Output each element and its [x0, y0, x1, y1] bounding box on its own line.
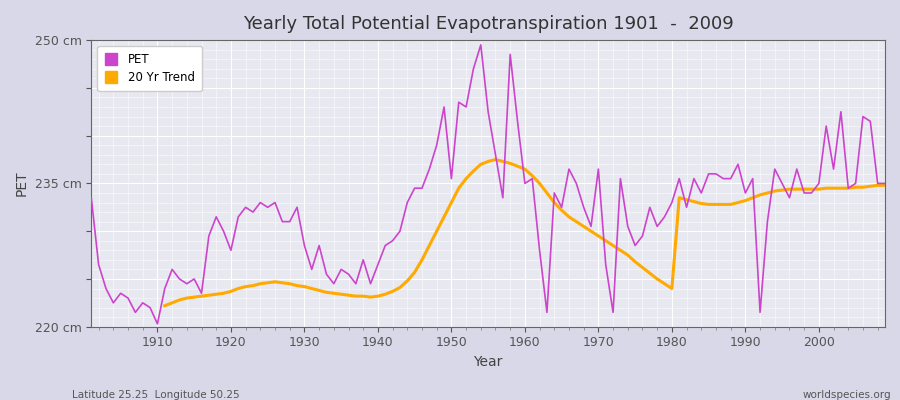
PET	[879, 181, 890, 186]
Line: PET: PET	[91, 45, 885, 324]
20 Yr Trend	[608, 243, 618, 248]
PET	[152, 322, 163, 326]
PET	[314, 243, 325, 248]
PET	[623, 224, 634, 229]
20 Yr Trend	[519, 167, 530, 172]
X-axis label: Year: Year	[473, 355, 503, 369]
20 Yr Trend	[306, 286, 317, 291]
PET	[475, 42, 486, 47]
20 Yr Trend	[512, 164, 523, 169]
Text: Latitude 25.25  Longitude 50.25: Latitude 25.25 Longitude 50.25	[72, 390, 239, 400]
Text: worldspecies.org: worldspecies.org	[803, 390, 891, 400]
Legend: PET, 20 Yr Trend: PET, 20 Yr Trend	[97, 46, 202, 91]
PET	[86, 195, 96, 200]
20 Yr Trend	[350, 294, 361, 298]
PET	[358, 258, 369, 262]
Title: Yearly Total Potential Evapotranspiration 1901  -  2009: Yearly Total Potential Evapotranspiratio…	[243, 15, 734, 33]
PET	[145, 305, 156, 310]
Line: 20 Yr Trend: 20 Yr Trend	[165, 160, 885, 306]
20 Yr Trend	[879, 183, 890, 188]
PET	[526, 176, 537, 181]
Y-axis label: PET: PET	[15, 171, 29, 196]
PET	[535, 248, 545, 253]
